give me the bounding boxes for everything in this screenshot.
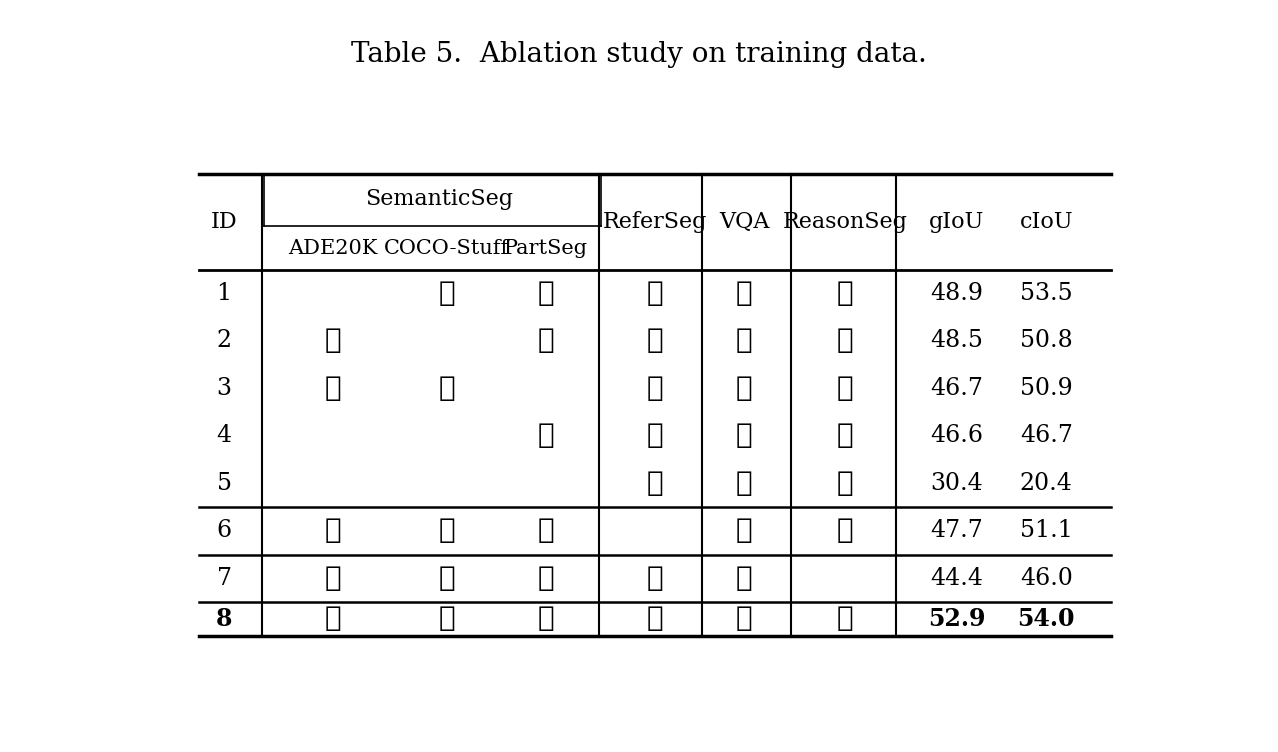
Text: PartSeg: PartSeg [504, 239, 588, 259]
Text: ✓: ✓ [325, 517, 341, 544]
Text: ✓: ✓ [325, 375, 341, 402]
Text: ✓: ✓ [647, 327, 663, 354]
Text: ✓: ✓ [736, 327, 753, 354]
Text: 50.8: 50.8 [1020, 329, 1072, 353]
Text: 2: 2 [216, 329, 231, 353]
Text: ✓: ✓ [736, 565, 753, 592]
Text: ✓: ✓ [837, 470, 854, 497]
Text: ✓: ✓ [325, 327, 341, 354]
Text: 52.9: 52.9 [928, 607, 985, 631]
Text: 46.7: 46.7 [930, 377, 984, 400]
Text: ✓: ✓ [538, 327, 555, 354]
Text: ✓: ✓ [647, 375, 663, 402]
Text: ✓: ✓ [647, 565, 663, 592]
Text: ✓: ✓ [837, 280, 854, 307]
Text: ADE20K: ADE20K [289, 239, 378, 259]
Text: ✓: ✓ [325, 565, 341, 592]
Text: COCO-Stuff: COCO-Stuff [385, 239, 510, 259]
Text: ✓: ✓ [837, 517, 854, 544]
Text: 30.4: 30.4 [930, 472, 984, 495]
Text: ✓: ✓ [647, 423, 663, 450]
Text: Table 5.  Ablation study on training data.: Table 5. Ablation study on training data… [351, 41, 927, 68]
Text: ✓: ✓ [837, 375, 854, 402]
Text: 1: 1 [216, 282, 231, 305]
Text: ✓: ✓ [647, 280, 663, 307]
Text: ✓: ✓ [438, 605, 455, 632]
Text: cIoU: cIoU [1020, 211, 1074, 233]
Text: 7: 7 [217, 567, 231, 590]
Text: ✓: ✓ [736, 605, 753, 632]
Text: ✓: ✓ [538, 565, 555, 592]
Text: gIoU: gIoU [929, 211, 985, 233]
Text: 4: 4 [216, 424, 231, 447]
Text: ✓: ✓ [736, 423, 753, 450]
Text: ✓: ✓ [438, 280, 455, 307]
Text: 8: 8 [216, 607, 233, 631]
Text: ✓: ✓ [736, 470, 753, 497]
Text: 53.5: 53.5 [1020, 282, 1072, 305]
Text: ✓: ✓ [837, 327, 854, 354]
Text: ✓: ✓ [538, 423, 555, 450]
Text: 46.0: 46.0 [1020, 567, 1072, 590]
Text: ✓: ✓ [325, 605, 341, 632]
Text: ✓: ✓ [736, 280, 753, 307]
Text: ✓: ✓ [538, 280, 555, 307]
Text: 20.4: 20.4 [1020, 472, 1072, 495]
Text: ReasonSeg: ReasonSeg [782, 211, 907, 233]
Text: 51.1: 51.1 [1020, 520, 1072, 542]
Text: ✓: ✓ [736, 375, 753, 402]
Text: 5: 5 [217, 472, 231, 495]
Text: ✓: ✓ [438, 517, 455, 544]
Text: ReferSeg: ReferSeg [603, 211, 707, 233]
Text: 50.9: 50.9 [1020, 377, 1072, 400]
Text: ✓: ✓ [538, 517, 555, 544]
Text: ✓: ✓ [837, 423, 854, 450]
Text: ✓: ✓ [837, 605, 854, 632]
Text: ID: ID [211, 211, 238, 233]
Text: 48.9: 48.9 [930, 282, 984, 305]
Text: 48.5: 48.5 [930, 329, 984, 353]
Text: ✓: ✓ [538, 605, 555, 632]
Text: ✓: ✓ [647, 470, 663, 497]
Text: 44.4: 44.4 [930, 567, 984, 590]
Text: VQA: VQA [720, 211, 769, 233]
Text: 47.7: 47.7 [930, 520, 984, 542]
Text: 3: 3 [217, 377, 231, 400]
Text: ✓: ✓ [647, 605, 663, 632]
Text: ✓: ✓ [438, 565, 455, 592]
Text: 6: 6 [216, 520, 231, 542]
Text: 46.6: 46.6 [930, 424, 984, 447]
Text: ✓: ✓ [438, 375, 455, 402]
Text: ✓: ✓ [736, 517, 753, 544]
Text: 46.7: 46.7 [1020, 424, 1072, 447]
Text: SemanticSeg: SemanticSeg [366, 188, 514, 211]
Text: 54.0: 54.0 [1017, 607, 1075, 631]
